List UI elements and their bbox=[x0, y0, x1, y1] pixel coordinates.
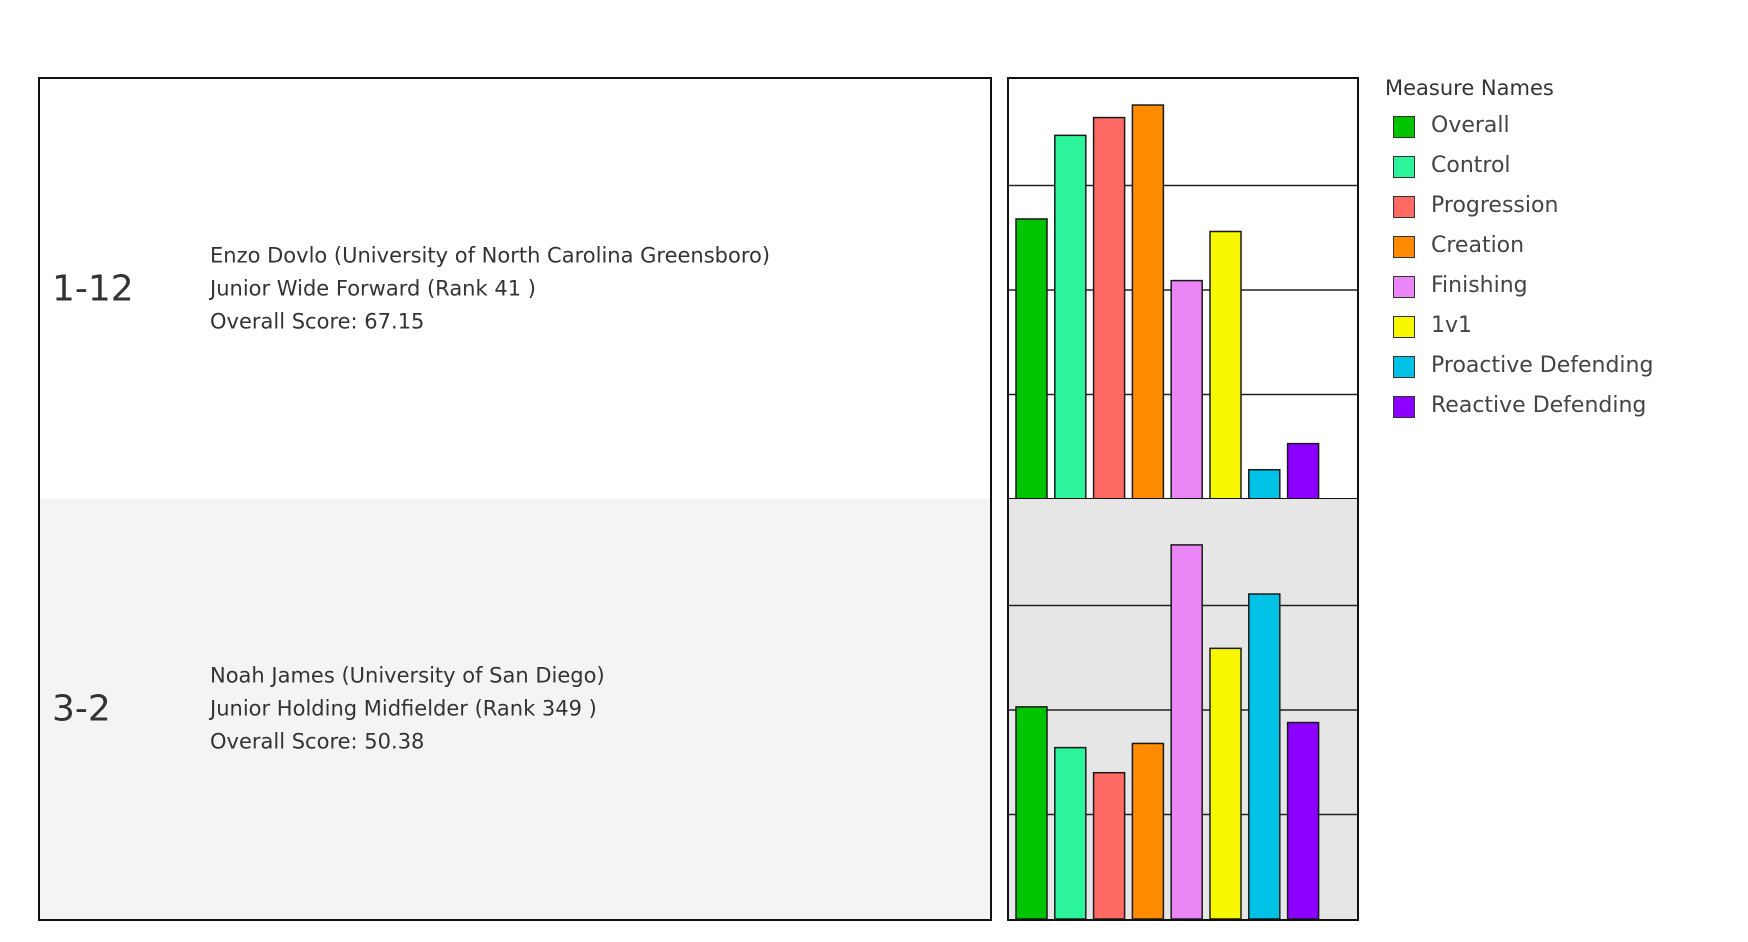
legend: Measure Names Overall Control Progression C… bbox=[1385, 76, 1653, 430]
player-position-rank: Junior Wide Forward (Rank 41 ) bbox=[210, 276, 536, 301]
player-name-school: Noah James (University of San Diego) bbox=[210, 663, 605, 688]
legend-item[interactable]: Overall bbox=[1385, 110, 1554, 150]
bar-progression[interactable] bbox=[1092, 116, 1126, 500]
table-row: 1-12 Enzo Dovlo (University of North Car… bbox=[40, 79, 990, 499]
table-row: 3-2 Noah James (University of San Diego)… bbox=[40, 499, 990, 919]
legend-label: Proactive Defending bbox=[1431, 353, 1654, 378]
bar-chart-svg bbox=[1009, 79, 1357, 919]
player-position-rank: Junior Holding Midfielder (Rank 349 ) bbox=[210, 696, 597, 721]
legend-swatch bbox=[1393, 396, 1415, 418]
bar-reactive-defending[interactable] bbox=[1286, 721, 1320, 919]
legend-swatch bbox=[1393, 356, 1415, 378]
legend-item[interactable]: Progression bbox=[1385, 190, 1558, 230]
legend-swatch bbox=[1393, 316, 1415, 338]
bar-overall[interactable] bbox=[1015, 706, 1048, 919]
legend-item[interactable]: Control bbox=[1385, 150, 1554, 190]
legend-label: Creation bbox=[1431, 233, 1525, 258]
player-table: 1-12 Enzo Dovlo (University of North Car… bbox=[38, 77, 992, 921]
bar-control[interactable] bbox=[1054, 134, 1087, 500]
legend-label: Overall bbox=[1431, 113, 1510, 138]
legend-label: Reactive Defending bbox=[1431, 393, 1647, 418]
legend-label: 1v1 bbox=[1431, 313, 1473, 338]
legend-swatch bbox=[1393, 196, 1415, 218]
bar-finishing[interactable] bbox=[1170, 544, 1203, 919]
legend-swatch bbox=[1393, 236, 1415, 258]
bar-control[interactable] bbox=[1054, 746, 1087, 919]
bar-proactive-defending[interactable] bbox=[1248, 593, 1281, 919]
player-overall-score: Overall Score: 50.38 bbox=[210, 729, 425, 754]
bar-reactive-defending[interactable] bbox=[1286, 442, 1320, 500]
legend-item[interactable]: Creation bbox=[1385, 230, 1554, 270]
player-info: Enzo Dovlo (University of North Carolina… bbox=[210, 240, 770, 339]
player-overall-score: Overall Score: 67.15 bbox=[210, 309, 425, 334]
bar-progression[interactable] bbox=[1092, 771, 1126, 919]
legend-title: Measure Names bbox=[1385, 76, 1554, 100]
bar-creation[interactable] bbox=[1131, 104, 1165, 500]
legend-item[interactable]: Reactive Defending bbox=[1385, 390, 1646, 430]
row-label: 1-12 bbox=[52, 268, 134, 310]
legend-swatch bbox=[1393, 156, 1415, 178]
legend-item[interactable]: Proactive Defending bbox=[1385, 350, 1653, 390]
bar-creation[interactable] bbox=[1131, 742, 1165, 919]
bar-finishing[interactable] bbox=[1170, 279, 1203, 500]
row-label: 3-2 bbox=[52, 688, 111, 730]
player-info: Noah James (University of San Diego) Jun… bbox=[210, 660, 605, 759]
legend-label: Finishing bbox=[1431, 273, 1528, 298]
bar-1v1[interactable] bbox=[1209, 647, 1242, 919]
legend-label: Control bbox=[1431, 153, 1511, 178]
bar-chart bbox=[1007, 77, 1359, 921]
legend-item[interactable]: 1v1 bbox=[1385, 310, 1554, 350]
legend-swatch bbox=[1393, 276, 1415, 298]
bar-overall[interactable] bbox=[1015, 218, 1048, 500]
player-name-school: Enzo Dovlo (University of North Carolina… bbox=[210, 243, 771, 268]
legend-swatch bbox=[1393, 116, 1415, 138]
bar-1v1[interactable] bbox=[1209, 230, 1242, 500]
legend-item[interactable]: Finishing bbox=[1385, 270, 1554, 310]
legend-label: Progression bbox=[1431, 193, 1559, 218]
bar-proactive-defending[interactable] bbox=[1248, 468, 1281, 500]
